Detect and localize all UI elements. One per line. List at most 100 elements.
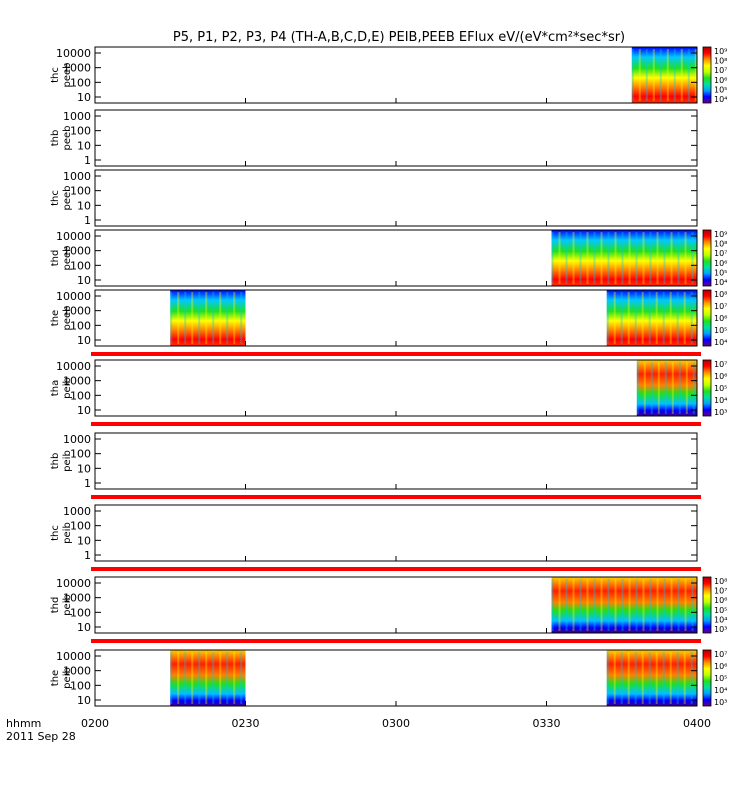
data-stripe	[226, 292, 229, 344]
data-stripe	[655, 652, 658, 704]
data-stripe	[627, 652, 630, 704]
colorbar-tick-label: 10⁷	[714, 302, 727, 311]
colorbar-tick-label: 10⁶	[714, 76, 727, 85]
y-tick-label: 100	[70, 389, 91, 402]
y-tick-label: 100	[70, 520, 91, 533]
data-stripe	[586, 579, 589, 631]
data-stripe	[663, 579, 666, 631]
y-tick-label: 1000	[63, 505, 91, 518]
data-stripe	[607, 232, 610, 284]
data-stripe	[691, 579, 694, 631]
data-stripe	[656, 579, 659, 631]
data-stripe	[690, 652, 693, 704]
colorbar	[702, 359, 712, 417]
data-stripe	[635, 579, 638, 631]
colorbar-tick-label: 10⁵	[714, 606, 727, 615]
data-stripe	[666, 49, 669, 101]
x-tick-label: 0330	[533, 717, 561, 730]
colorbar-tick-label: 10⁶	[714, 662, 727, 671]
y-tick-label: 10	[77, 91, 91, 104]
data-stripe	[565, 232, 568, 284]
y-tick-label: 1	[84, 214, 91, 227]
y-tick-label: 10000	[56, 47, 91, 60]
data-stripe	[662, 292, 665, 344]
data-stripe	[638, 49, 641, 101]
data-stripe	[184, 292, 187, 344]
data-stripe	[634, 292, 637, 344]
data-stripe	[184, 652, 187, 704]
data-stripe	[634, 652, 637, 704]
panel-label-probe: thc	[50, 67, 61, 83]
data-stripe	[558, 579, 561, 631]
y-tick-label: 1000	[63, 170, 91, 183]
data-stripe	[677, 232, 680, 284]
panel-label-product: peib	[62, 377, 73, 399]
panel-label-probe: thd	[50, 597, 61, 614]
panel-label-product: peeb	[62, 306, 73, 331]
panel-label: thcpeeb	[50, 186, 73, 211]
y-tick-label: 1000	[63, 62, 91, 75]
y-tick-label: 1000	[63, 245, 91, 258]
data-block	[606, 650, 697, 706]
panel-label-probe: thb	[50, 130, 61, 147]
colorbar	[702, 649, 712, 707]
y-tick-label: 100	[70, 185, 91, 198]
data-stripe	[613, 292, 616, 344]
panel-frame	[94, 46, 698, 104]
data-stripe	[692, 362, 695, 414]
data-stripe	[643, 362, 646, 414]
data-stripe	[170, 652, 173, 704]
panel-label: thapeib	[50, 377, 73, 399]
y-tick-label: 10	[77, 199, 91, 212]
colorbar-tick-label: 10⁵	[714, 674, 727, 683]
panel-label: thepeeb	[50, 306, 73, 331]
data-stripe	[641, 292, 644, 344]
panel-frame	[94, 109, 698, 167]
panel-label-product: peeb	[62, 186, 73, 211]
panel-label-probe: the	[50, 310, 61, 326]
y-tick-label: 1000	[63, 305, 91, 318]
panel-label: thcpeib	[50, 522, 73, 544]
data-stripe	[240, 652, 243, 704]
colorbar-tick-label: 10⁵	[714, 326, 727, 335]
data-stripe	[655, 292, 658, 344]
y-tick-label: 10	[77, 404, 91, 417]
x-tick-label: 0400	[683, 717, 711, 730]
status-bar	[91, 639, 701, 643]
y-tick-label: 1000	[63, 433, 91, 446]
data-stripe	[572, 579, 575, 631]
data-stripe	[649, 579, 652, 631]
status-bar	[91, 352, 701, 356]
data-stripe	[593, 579, 596, 631]
panel-label-probe: thb	[50, 453, 61, 470]
x-axis-date: 2011 Sep 28	[6, 730, 76, 743]
data-stripe	[593, 232, 596, 284]
data-stripe	[683, 292, 686, 344]
data-stripe	[600, 232, 603, 284]
colorbar-tick-label: 10⁶	[714, 314, 727, 323]
y-tick-label: 100	[70, 76, 91, 89]
data-stripe	[649, 232, 652, 284]
y-tick-label: 100	[70, 259, 91, 272]
colorbar-tick-label: 10⁹	[714, 47, 727, 56]
data-stripe	[607, 579, 610, 631]
y-tick-label: 10	[77, 462, 91, 475]
data-stripe	[683, 652, 686, 704]
data-stripe	[219, 652, 222, 704]
data-stripe	[212, 292, 215, 344]
data-stripe	[635, 232, 638, 284]
data-stripe	[177, 652, 180, 704]
data-stripe	[628, 232, 631, 284]
y-tick-label: 1	[84, 549, 91, 562]
x-axis: 0200 0230 0300 0330 0400	[81, 717, 711, 730]
panel-label-product: peeb	[62, 63, 73, 88]
data-stripe	[198, 652, 201, 704]
data-stripe	[684, 232, 687, 284]
data-stripe	[226, 652, 229, 704]
data-block	[551, 577, 697, 633]
colorbar-tick-label: 10⁶	[714, 259, 727, 268]
colorbar	[702, 46, 712, 104]
panel-label-probe: thc	[50, 525, 61, 541]
data-stripe	[656, 232, 659, 284]
